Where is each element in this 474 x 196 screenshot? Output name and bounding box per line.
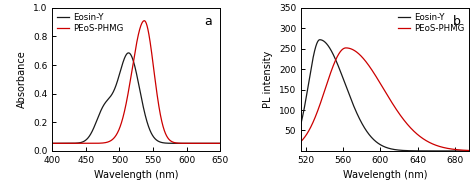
Eosin-Y — [126, 52, 131, 54]
PEoS-PHMG — [79, 142, 84, 144]
Eosin-Y — [298, 122, 304, 124]
PEoS-PHMG — [449, 148, 455, 150]
X-axis label: Wavelength (nm): Wavelength (nm) — [94, 170, 179, 180]
Eosin-Y — [365, 131, 370, 133]
PEoS-PHMG — [214, 142, 220, 144]
Eosin-Y — [317, 39, 323, 41]
Line: PEoS-PHMG: PEoS-PHMG — [301, 48, 474, 151]
Line: Eosin-Y: Eosin-Y — [52, 53, 220, 143]
Eosin-Y — [372, 140, 378, 142]
Legend: Eosin-Y, PEoS-PHMG: Eosin-Y, PEoS-PHMG — [56, 12, 124, 34]
PEoS-PHMG — [49, 142, 55, 144]
PEoS-PHMG — [298, 140, 304, 142]
PEoS-PHMG — [114, 133, 119, 135]
Eosin-Y — [49, 142, 55, 144]
PEoS-PHMG — [318, 101, 324, 103]
Text: a: a — [204, 15, 212, 28]
Y-axis label: PL intensity: PL intensity — [264, 51, 273, 108]
Eosin-Y — [196, 142, 202, 144]
PEoS-PHMG — [218, 142, 223, 144]
PEoS-PHMG — [196, 142, 202, 144]
PEoS-PHMG — [141, 20, 147, 22]
Eosin-Y — [79, 141, 84, 144]
PEoS-PHMG — [471, 150, 474, 152]
PEoS-PHMG — [468, 149, 474, 152]
X-axis label: Wavelength (nm): Wavelength (nm) — [343, 170, 428, 180]
PEoS-PHMG — [365, 62, 370, 65]
Eosin-Y — [114, 82, 119, 85]
Legend: Eosin-Y, PEoS-PHMG: Eosin-Y, PEoS-PHMG — [397, 12, 465, 34]
Eosin-Y — [318, 39, 324, 41]
Eosin-Y — [468, 150, 474, 152]
PEoS-PHMG — [121, 113, 127, 115]
Eosin-Y — [214, 142, 220, 144]
Eosin-Y — [471, 150, 474, 152]
Line: PEoS-PHMG: PEoS-PHMG — [52, 21, 220, 143]
Eosin-Y — [328, 49, 334, 52]
Eosin-Y — [68, 142, 74, 144]
Eosin-Y — [121, 58, 127, 61]
Eosin-Y — [218, 142, 223, 144]
PEoS-PHMG — [372, 74, 378, 76]
Eosin-Y — [449, 150, 455, 152]
PEoS-PHMG — [328, 71, 334, 73]
Text: b: b — [453, 15, 461, 28]
Line: Eosin-Y: Eosin-Y — [301, 40, 474, 151]
PEoS-PHMG — [68, 142, 74, 144]
PEoS-PHMG — [343, 47, 349, 49]
Y-axis label: Absorbance: Absorbance — [18, 51, 27, 108]
